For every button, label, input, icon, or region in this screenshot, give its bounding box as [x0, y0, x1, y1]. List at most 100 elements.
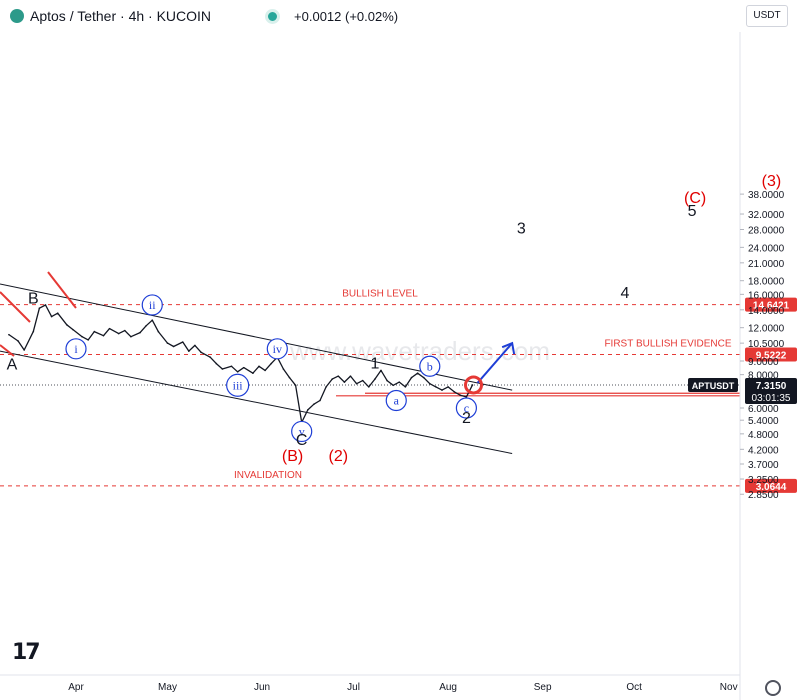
symbol-title[interactable]: Aptos / Tether · 4h · KUCOIN — [30, 8, 212, 24]
projection-line[interactable] — [476, 342, 513, 384]
price-point — [8, 333, 10, 336]
price-point — [313, 403, 315, 405]
price-point — [66, 324, 68, 326]
wave-label-circle — [291, 420, 313, 443]
wave-label-circle — [141, 294, 163, 316]
time-axis: Apr May Jun Jul Aug Sep Oct Nov — [0, 674, 740, 693]
gear-icon[interactable] — [765, 680, 781, 696]
price-point — [447, 386, 449, 388]
price-point — [294, 384, 297, 387]
price-point — [151, 319, 154, 321]
price-point — [38, 307, 41, 309]
wave-label-circle — [266, 338, 288, 360]
arrow-head-icon — [501, 341, 516, 355]
price-point — [230, 365, 233, 368]
red-trend-line[interactable] — [0, 344, 15, 357]
price-point — [416, 372, 419, 375]
wave-label: 3 — [517, 220, 526, 237]
y-tick-label: 38.0000 — [748, 190, 785, 201]
price-point — [392, 384, 395, 387]
x-tick-label: Apr — [68, 682, 84, 693]
market-status-icon[interactable] — [265, 8, 281, 24]
price-point — [465, 396, 468, 398]
price-point — [124, 329, 126, 332]
wave-label: B — [28, 290, 39, 307]
price-point — [337, 375, 340, 377]
price-point — [108, 327, 111, 330]
price-point — [307, 409, 309, 411]
wave-label: 2 — [462, 410, 471, 427]
price-point — [374, 378, 376, 380]
price-point — [368, 386, 370, 388]
red-trend-line[interactable] — [0, 291, 31, 323]
price-point — [215, 362, 218, 365]
wave-label: iv — [273, 342, 282, 356]
x-tick-label: Jun — [254, 682, 270, 693]
price-levels: BULLISH LEVEL 14.6421 FIRST BULLISH EVIDEN… — [0, 289, 797, 493]
price-point — [209, 356, 211, 359]
level-badge — [745, 478, 797, 493]
price-point — [264, 369, 266, 372]
y-tick-label: 3.7000 — [748, 460, 779, 471]
wave-label: b — [427, 359, 433, 373]
chart-header: Aptos / Tether · 4h · KUCOIN +0.0012 (+0… — [0, 0, 740, 32]
symbol-badge-text: APTUSDT — [692, 381, 735, 391]
x-tick-label: May — [158, 682, 177, 693]
price-point — [17, 340, 19, 342]
price-series — [8, 304, 474, 424]
wave-label-circle — [455, 397, 477, 419]
red-trend-line[interactable] — [47, 271, 77, 309]
wave-label: a — [394, 394, 400, 408]
wave-label: (C) — [684, 190, 706, 207]
price-point — [435, 386, 437, 388]
current-price-text: 7.3150 — [756, 381, 787, 392]
price-point — [471, 384, 474, 386]
price-point — [361, 379, 364, 382]
price-point — [72, 328, 74, 331]
price-point — [50, 315, 53, 318]
price-point — [343, 381, 346, 383]
price-point — [441, 389, 443, 391]
x-tick-label: Jul — [347, 682, 360, 693]
price-axis: 38.0000 32.0000 28.0000 24.0000 21.0000 18.00… — [739, 32, 785, 700]
price-point — [23, 349, 25, 351]
price-point — [56, 312, 59, 314]
level-label: INVALIDATION — [234, 470, 302, 481]
breakout-marker-icon — [464, 375, 483, 395]
price-point — [200, 351, 202, 354]
y-tick-label: 5.4000 — [748, 416, 779, 427]
price-point — [157, 330, 160, 333]
level-badge-text: 14.6421 — [753, 301, 790, 312]
y-tick-label: 4.8000 — [748, 430, 779, 441]
symbol-badge — [688, 378, 738, 393]
level-badge-text: 9.5222 — [756, 350, 787, 361]
x-tick-label: Sep — [534, 682, 552, 693]
x-tick-label: Oct — [626, 682, 642, 693]
current-price-badge — [745, 378, 797, 405]
watermark-text: www.wavetraders.com — [289, 336, 550, 366]
y-tick-label: 12.0000 — [748, 324, 785, 335]
tradingview-logo-icon[interactable]: 17 — [12, 640, 41, 665]
wave-label-circle — [385, 389, 407, 412]
price-point — [410, 376, 413, 379]
wave-label: i — [74, 342, 78, 356]
price-point — [404, 386, 407, 388]
price-point — [429, 382, 431, 385]
price-point — [81, 335, 83, 338]
wave-label: c — [464, 401, 469, 415]
price-point — [355, 382, 358, 385]
price-point — [349, 375, 352, 377]
y-tick-label: 8.0000 — [748, 371, 779, 382]
aptos-logo-icon — [10, 9, 24, 23]
wave-label: (B) — [282, 448, 303, 465]
y-tick-label: 3.2500 — [748, 475, 779, 486]
wave-label: C — [296, 432, 308, 449]
channel-lower-line[interactable] — [0, 350, 513, 455]
price-point — [181, 341, 184, 343]
y-tick-label: 24.0000 — [748, 243, 785, 254]
y-tick-label: 10.5000 — [748, 339, 785, 350]
wave-label: (2) — [329, 448, 349, 465]
currency-selector[interactable]: USDT — [746, 5, 788, 27]
price-point — [459, 394, 462, 397]
